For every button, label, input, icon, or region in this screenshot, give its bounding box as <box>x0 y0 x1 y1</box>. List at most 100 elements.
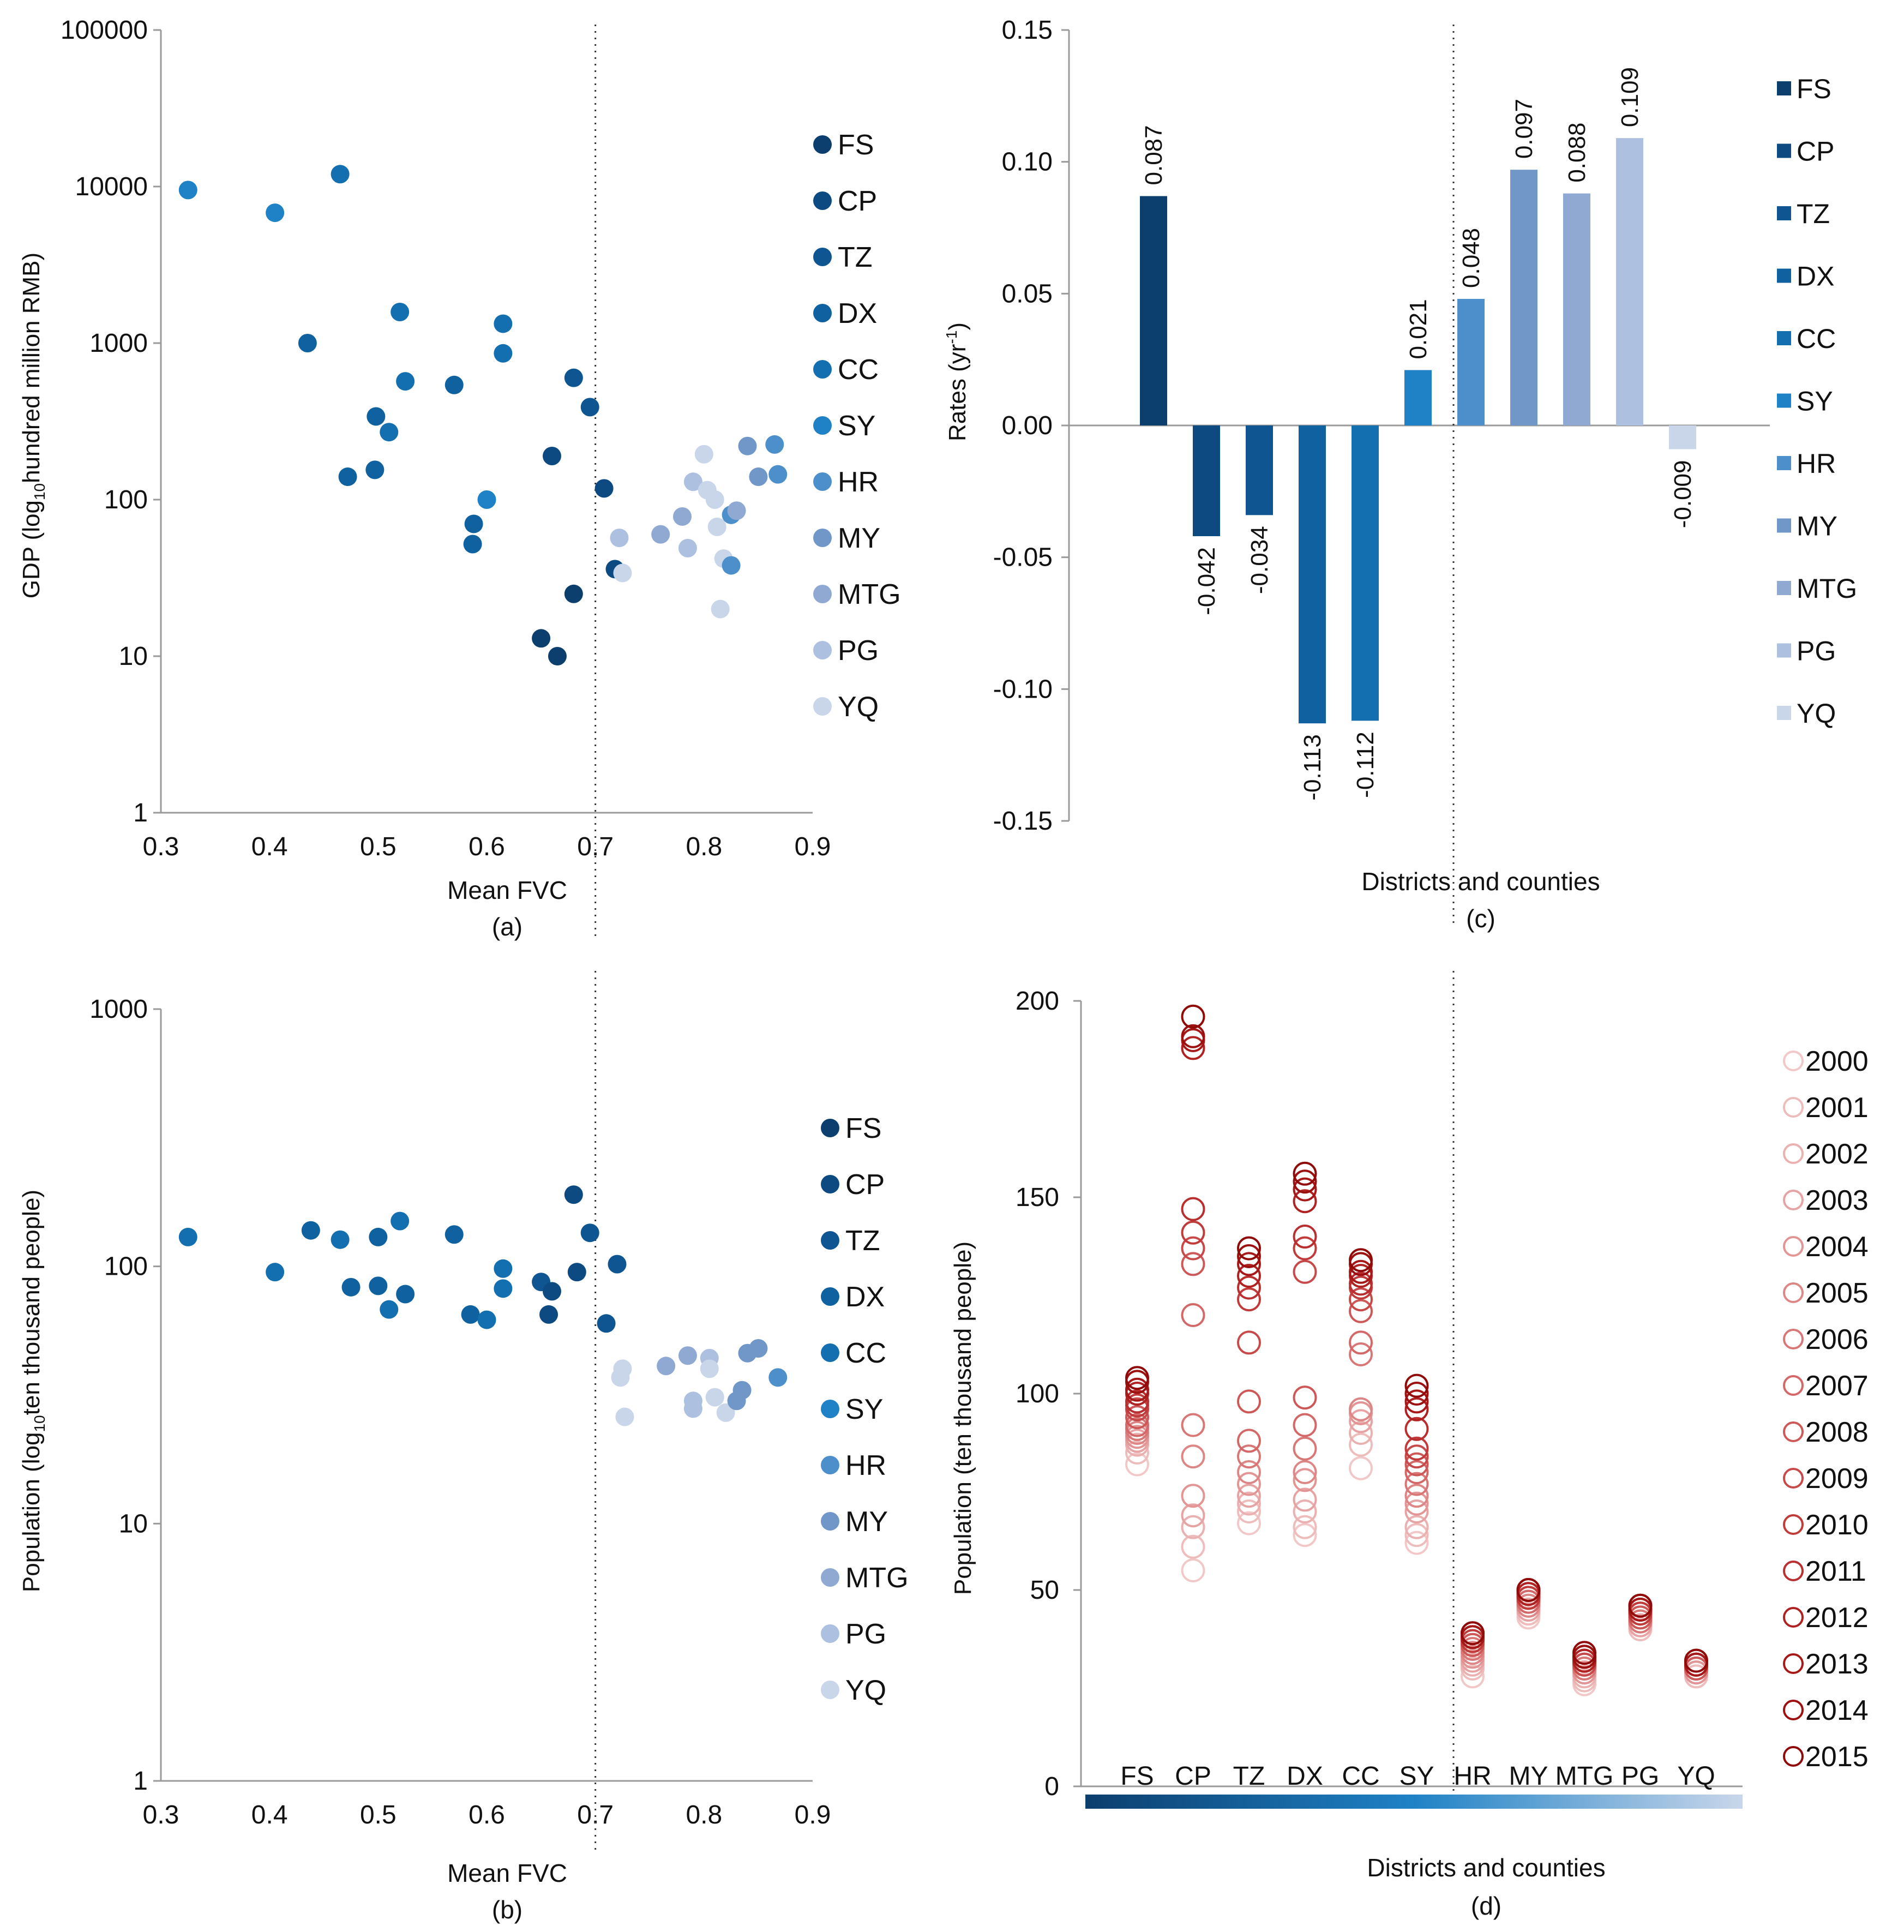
panel-b-caption: (b) <box>492 1895 522 1924</box>
panel-a-ylabel-main: GDP (log <box>18 500 45 598</box>
data-point <box>1181 1303 1205 1327</box>
data-point <box>1349 1259 1373 1284</box>
legend-marker <box>1783 1375 1804 1396</box>
panel-b-ylabel-main: Population (log <box>18 1432 45 1593</box>
data-point <box>1349 1456 1373 1480</box>
legend-marker <box>1777 206 1791 220</box>
data-point <box>1237 1264 1261 1288</box>
legend-label: SY <box>1797 386 1833 417</box>
y-tick-label: 100000 <box>61 16 148 45</box>
data-point <box>567 1263 586 1282</box>
legend-marker <box>821 1343 839 1362</box>
data-point <box>1293 1169 1317 1194</box>
legend-marker <box>813 135 832 154</box>
data-point <box>1404 1531 1429 1555</box>
bar-value-label: 0.097 <box>1511 99 1537 159</box>
data-point <box>700 1359 719 1378</box>
y-tick-label: 0.10 <box>1002 148 1053 177</box>
legend-label: SY <box>838 410 875 442</box>
panel-d-district-gradient-bar <box>1085 1795 1743 1809</box>
data-point <box>369 1276 388 1295</box>
y-tick-label: 1000 <box>89 329 148 358</box>
legend-label: 2012 <box>1805 1602 1869 1634</box>
data-point <box>1237 1460 1261 1484</box>
data-point <box>477 490 496 509</box>
legend-label: 2015 <box>1805 1741 1869 1773</box>
legend-label: CP <box>838 185 877 217</box>
data-point <box>1181 1024 1205 1048</box>
data-point <box>1237 1491 1261 1516</box>
data-point <box>543 446 561 465</box>
data-point <box>380 423 399 442</box>
data-point <box>564 368 583 387</box>
panel-d-ticks: 0 50 100 150 200 <box>1016 987 1081 1801</box>
data-point <box>338 467 357 487</box>
legend-marker <box>1777 643 1791 658</box>
y-tick-label: 1000 <box>89 995 148 1024</box>
legend-marker <box>1783 1653 1804 1674</box>
legend-marker <box>1783 1051 1804 1071</box>
panel-a-gdp-scatter: 0.3 0.4 0.5 0.6 0.7 0.8 0.91101001000100001000… <box>18 16 901 941</box>
legend-label: 2010 <box>1805 1509 1869 1541</box>
y-tick-label: 0.15 <box>1002 16 1053 45</box>
bar-value-label: 0.087 <box>1140 125 1167 185</box>
legend-label: CC <box>838 354 879 386</box>
bar-value-label: 0.109 <box>1617 67 1643 127</box>
legend-label: 2002 <box>1805 1138 1869 1170</box>
legend-label: HR <box>845 1450 886 1481</box>
bar <box>1404 370 1432 425</box>
data-point <box>1404 1389 1429 1414</box>
data-point <box>341 1277 361 1297</box>
data-point <box>369 1227 388 1246</box>
data-point <box>1349 1248 1373 1273</box>
legend-marker <box>821 1175 839 1193</box>
category-label: CC <box>1342 1762 1379 1791</box>
data-point <box>1349 1397 1373 1421</box>
data-point <box>564 584 583 603</box>
legend-label: 2004 <box>1805 1231 1869 1263</box>
data-point <box>1404 1472 1429 1496</box>
y-tick-label: 100 <box>104 1252 148 1281</box>
legend-label: 2013 <box>1805 1648 1869 1680</box>
data-point <box>1404 1436 1429 1461</box>
data-point <box>494 314 513 333</box>
data-point <box>1516 1578 1541 1602</box>
data-point <box>532 629 551 648</box>
data-point <box>367 407 386 426</box>
data-point <box>178 181 197 200</box>
data-point <box>331 165 350 184</box>
y-tick-label: 100 <box>1016 1379 1059 1408</box>
data-point <box>707 517 726 536</box>
panel-c-ylabel-rest: ) <box>944 322 971 331</box>
data-point <box>711 599 730 619</box>
data-point <box>768 465 788 484</box>
legend-label: 2009 <box>1805 1463 1869 1495</box>
category-label: HR <box>1453 1762 1491 1791</box>
category-label: PG <box>1621 1762 1659 1791</box>
data-point <box>1349 1271 1373 1296</box>
data-point <box>1293 1189 1317 1214</box>
data-point <box>1404 1523 1429 1547</box>
data-point <box>539 1305 558 1324</box>
legend-marker <box>821 1512 839 1531</box>
legend-marker <box>1777 518 1791 533</box>
panel-c-xlabel: Districts and counties <box>1361 867 1600 896</box>
data-point <box>548 647 567 665</box>
panel-c-ylabel-main: Rates (yr <box>944 344 971 441</box>
data-point <box>494 344 513 363</box>
panel-c-legend: FS CP TZ DX CC SY HR MY MTG PG YQ <box>1777 74 1857 729</box>
data-point <box>1404 1460 1429 1484</box>
data-point <box>1293 1468 1317 1492</box>
data-point <box>461 1305 480 1324</box>
category-label: FS <box>1120 1762 1154 1791</box>
data-point <box>1293 1177 1317 1202</box>
data-point <box>1181 1503 1205 1528</box>
x-tick-label: 0.5 <box>360 832 397 861</box>
data-point <box>1293 1523 1317 1547</box>
legend-marker <box>1783 1282 1804 1303</box>
data-point <box>1237 1275 1261 1300</box>
data-point <box>494 1259 513 1278</box>
panel-a-ticks: 0.3 0.4 0.5 0.6 0.7 0.8 0.91101001000100001000… <box>61 16 831 861</box>
legend-label: TZ <box>845 1225 880 1257</box>
legend-marker <box>1783 1097 1804 1118</box>
